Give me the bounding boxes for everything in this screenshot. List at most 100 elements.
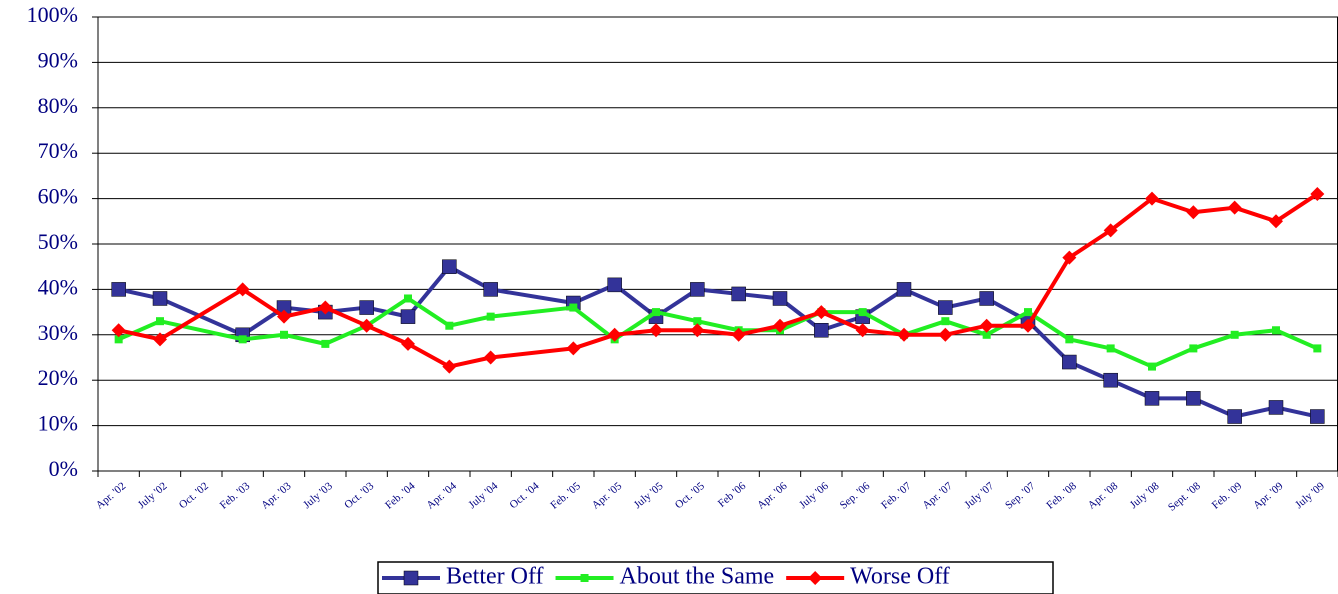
series-line [118, 328, 161, 342]
series-line [117, 319, 161, 342]
x-tick-label: Oct. '05 [673, 480, 707, 512]
marker [442, 259, 457, 274]
marker [731, 286, 746, 302]
marker [693, 317, 702, 326]
x-tick-label: July '06 [797, 480, 831, 511]
marker [731, 327, 746, 342]
marker [1106, 344, 1115, 353]
y-tick-label: 10% [38, 411, 78, 436]
marker [858, 308, 867, 317]
marker [1268, 400, 1284, 415]
marker [404, 294, 412, 303]
marker [690, 323, 705, 338]
marker [652, 308, 660, 317]
marker [896, 282, 912, 297]
legend-label: Worse Off [850, 564, 950, 590]
marker [938, 327, 953, 342]
x-tick-label: Apr. '08 [1086, 480, 1121, 512]
marker [814, 305, 829, 320]
marker [569, 303, 578, 312]
marker [1148, 362, 1156, 371]
marker [318, 300, 333, 315]
marker [238, 335, 247, 344]
x-tick-label: Apr. '07 [920, 480, 955, 512]
x-tick-label: July '03 [301, 480, 335, 511]
marker [1065, 335, 1074, 344]
marker [111, 323, 126, 338]
x-tick-label: July '09 [1293, 480, 1327, 511]
marker [1310, 187, 1325, 202]
marker [773, 318, 787, 333]
marker [153, 332, 167, 347]
legend-box [377, 561, 1054, 594]
marker [1269, 214, 1283, 229]
marker [1313, 344, 1322, 353]
marker [897, 327, 911, 342]
legend-label: Better Off [446, 564, 544, 590]
marker [1272, 326, 1280, 335]
y-tick-label: 50% [38, 229, 78, 254]
x-tick-label: Apr. '03 [259, 480, 294, 512]
x-tick-label: July '07 [962, 480, 996, 511]
marker [808, 571, 823, 585]
marker [1310, 409, 1325, 424]
marker [566, 341, 581, 356]
line-bridge [490, 346, 574, 360]
x-tick-label: Oct. '02 [177, 480, 211, 511]
marker [483, 350, 498, 365]
marker [359, 318, 374, 333]
series-line [572, 192, 1319, 351]
x-tick-label: July '02 [136, 480, 170, 511]
x-tick-label: Apr. '05 [590, 480, 625, 512]
x-tick-label: Feb. '03 [218, 480, 253, 512]
x-tick-label: July '04 [466, 480, 500, 511]
marker [580, 574, 589, 582]
marker [1021, 318, 1035, 333]
marker [649, 323, 663, 338]
marker [486, 312, 495, 321]
marker [1144, 391, 1160, 406]
x-tick-label: Apr. '04 [424, 480, 459, 512]
x-tick-label: July '08 [1128, 480, 1162, 511]
marker [1227, 200, 1242, 215]
marker [111, 282, 126, 297]
x-tick-label: Feb. '08 [1044, 480, 1079, 512]
y-tick-label: 90% [38, 47, 78, 72]
marker [1227, 409, 1242, 424]
marker [1186, 205, 1201, 220]
x-tick-label: Feb. '04 [383, 480, 418, 512]
y-tick-label: 100% [27, 2, 78, 27]
marker [1189, 344, 1198, 353]
marker [1062, 354, 1077, 370]
marker [607, 327, 622, 342]
line-bridge [159, 319, 244, 342]
marker [277, 309, 291, 324]
line-bridge [158, 287, 244, 342]
marker [152, 291, 168, 306]
legend-label: About the Same [620, 564, 775, 590]
y-tick-label: 80% [38, 93, 78, 118]
x-tick-label: Feb. '07 [879, 480, 914, 512]
marker [280, 330, 288, 339]
marker [607, 277, 622, 293]
y-tick-label: 40% [38, 274, 78, 299]
marker [1103, 223, 1118, 238]
x-tick-label: Sept. '08 [1166, 480, 1203, 514]
marker [1186, 391, 1201, 406]
x-tick-label: Sep. '07 [1003, 480, 1038, 512]
x-tick-label: Sep. '06 [838, 480, 873, 512]
marker [1145, 191, 1159, 206]
marker [982, 330, 991, 339]
marker [321, 339, 330, 348]
marker [483, 282, 498, 297]
marker [1230, 330, 1239, 339]
marker [855, 323, 870, 338]
y-tick-label: 30% [38, 320, 78, 345]
marker [938, 300, 953, 315]
marker [114, 335, 123, 344]
marker [1103, 372, 1118, 388]
y-tick-label: 0% [49, 456, 78, 481]
marker [442, 359, 457, 374]
marker [235, 282, 250, 297]
